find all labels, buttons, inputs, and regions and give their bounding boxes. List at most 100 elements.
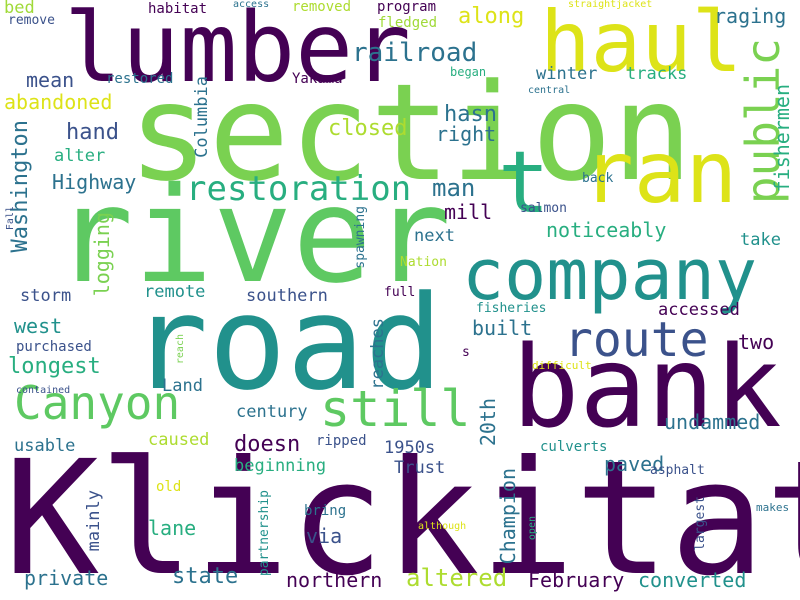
word-fishermen: fishermen (770, 84, 794, 193)
word-t: t (498, 133, 550, 233)
word-doesn: doesn (234, 432, 301, 457)
word-southern: southern (246, 286, 328, 306)
word-culverts: culverts (540, 439, 608, 455)
word-largest: largest (693, 496, 708, 551)
word-fifties: 1950s (384, 438, 436, 458)
word-lumber: lumber (64, 0, 411, 104)
word-spawning: spawning (353, 206, 368, 269)
word-winter: winter (536, 64, 598, 84)
word-storm: storm (20, 286, 72, 306)
word-closed: closed (328, 116, 408, 141)
word-raging: raging (714, 4, 787, 28)
word-program: program (377, 0, 437, 15)
word-right: right (436, 122, 497, 146)
word-contained: contained (16, 385, 71, 396)
word-mean: mean (26, 68, 75, 92)
word-hasn: hasn (444, 102, 497, 127)
word-land: Land (162, 376, 203, 396)
word-caused: caused (148, 430, 210, 450)
word-remove: remove (8, 13, 55, 28)
word-reach: reach (175, 334, 186, 365)
word-haul: haul (540, 0, 743, 91)
word-access: access (233, 0, 270, 10)
word-west: west (14, 314, 63, 338)
word-trust: Trust (394, 458, 446, 478)
word-highway: Highway (52, 170, 137, 194)
word-asphalt: asphalt (650, 463, 705, 478)
word-yakama: Yakama (292, 71, 343, 87)
word-mill: mill (444, 200, 493, 224)
word-partnership: partnership (257, 490, 272, 577)
word-along: along (458, 4, 525, 29)
word-tracks: tracks (626, 64, 688, 84)
word-altered: altered (406, 564, 508, 592)
word-champion: Champion (496, 468, 520, 565)
word-state: state (172, 564, 239, 589)
word-began: began (450, 65, 487, 79)
word-ran: ran (582, 123, 738, 223)
word-open: open (527, 516, 538, 541)
word-private: private (24, 566, 109, 590)
word-company: company (462, 234, 758, 316)
word-washington: Washington (8, 120, 33, 253)
word-purchased: purchased (16, 339, 92, 355)
word-back: back (582, 171, 614, 186)
word-although: although (418, 521, 467, 532)
word-logging: logging (90, 212, 114, 297)
word-removed: removed (292, 0, 352, 15)
word-river: river (54, 159, 452, 313)
word-reaches: reaches (368, 318, 388, 390)
word-usable: usable (14, 436, 76, 456)
word-straightjacket: straightjacket (568, 0, 653, 10)
word-klickitat: Klickitat (4, 427, 800, 600)
word-twentieth: 20th (476, 398, 500, 447)
word-ripped: ripped (316, 433, 367, 449)
word-take: take (740, 230, 781, 250)
word-columbia: Columbia (192, 76, 212, 158)
word-lane: lane (148, 516, 197, 540)
word-salmon: salmon (520, 201, 567, 216)
word-nation: Nation (400, 255, 447, 270)
word-longest: longest (8, 354, 101, 379)
word-central: central (528, 85, 571, 96)
word-converted: converted (638, 568, 747, 592)
word-century: century (236, 402, 308, 422)
word-restoration: restoration (186, 169, 412, 209)
word-man: man (432, 174, 476, 202)
word-mainly: mainly (84, 490, 104, 552)
word-fisheries: fisheries (476, 301, 547, 316)
word-old: old (156, 479, 182, 495)
word-abandoned: abandoned (4, 90, 113, 114)
word-next: next (414, 226, 455, 246)
word-accessed: accessed (658, 300, 740, 320)
word-paved: paved (604, 452, 665, 476)
word-hand: hand (66, 120, 119, 145)
word-makes: makes (756, 501, 790, 514)
word-undammed: undammed (664, 410, 761, 434)
word-s: s (462, 345, 470, 360)
word-bed: bed (4, 0, 35, 18)
word-full: full (384, 285, 416, 300)
word-beginning: beginning (234, 456, 327, 476)
word-section: section (128, 55, 693, 211)
word-difficult: difficult (532, 359, 592, 372)
word-noticeably: noticeably (546, 218, 667, 242)
word-habitat: habitat (148, 1, 208, 17)
word-restored: restored (106, 71, 174, 87)
word-railroad: railroad (352, 38, 478, 68)
word-road: road (130, 267, 444, 419)
word-february: February (528, 568, 625, 592)
word-via: via (306, 524, 343, 548)
word-canyon: Canyon (14, 376, 181, 430)
word-remote: remote (144, 282, 206, 302)
word-northern: northern (286, 568, 383, 592)
word-fledged: fledged (378, 15, 438, 31)
word-bank: bank (512, 323, 782, 453)
word-built: built (472, 316, 533, 340)
word-fall: Fall (5, 206, 16, 231)
word-alter: alter (54, 146, 106, 166)
word-still: still (320, 380, 471, 438)
word-bring: bring (304, 503, 347, 519)
word-two: two (738, 330, 775, 354)
